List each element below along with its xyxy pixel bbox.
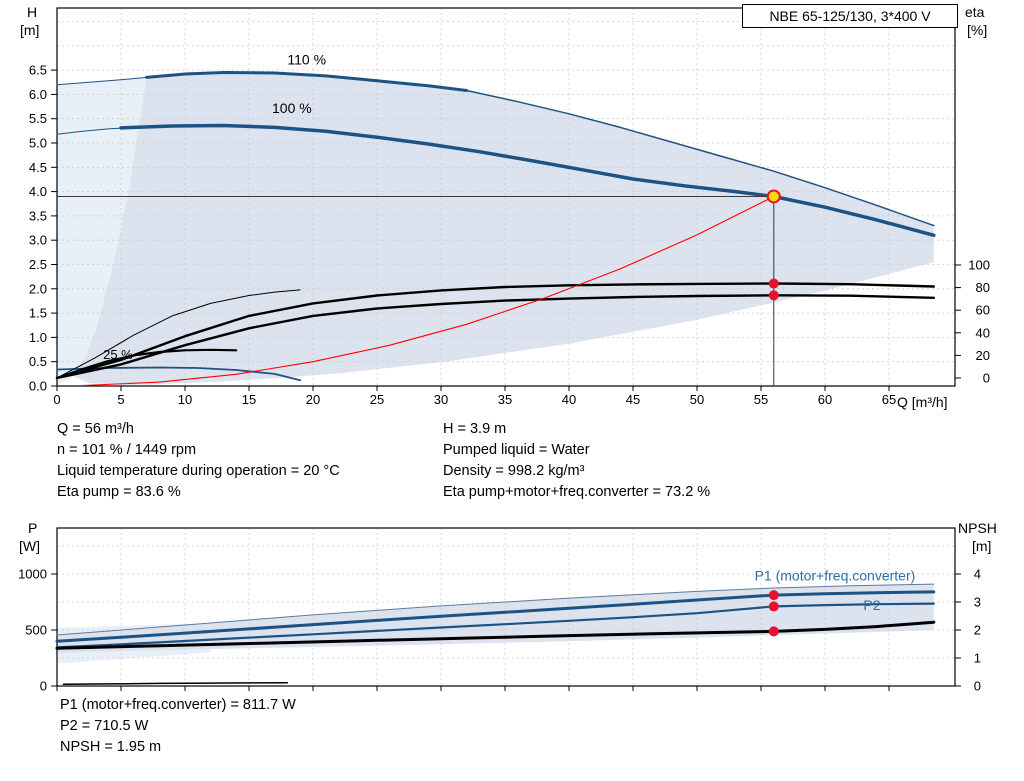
y-right-tick-label: 3 — [974, 595, 981, 610]
x-tick-label: 35 — [498, 392, 512, 407]
curve-label: 100 % — [272, 100, 312, 116]
eta-pump-curve — [55, 282, 935, 380]
readout-line: P2 = 710.5 W — [60, 718, 149, 734]
p2-curve — [55, 602, 935, 649]
qh-eta-chart: 0 5 10 15 20 25 30 35 40 45 50 55 60 65 0.0 0.5 1.0 1.5 2.… — [29, 7, 990, 407]
eta-pump-point — [768, 278, 779, 289]
y-right-tick-label: 60 — [976, 303, 990, 318]
plot-frame — [56, 527, 956, 687]
eta-curve-reduced-speed — [56, 289, 301, 379]
q-axis-label: Q [m³/h] — [897, 394, 948, 410]
p2-point — [768, 601, 779, 612]
readout-line: Liquid temperature during operation = 20… — [57, 463, 340, 479]
operating-region — [73, 72, 934, 385]
readout-line: Pumped liquid = Water — [443, 442, 590, 458]
readout-line: Q = 56 m³/h — [57, 421, 134, 437]
x-tick-label: 65 — [882, 392, 896, 407]
y-right-tick-label: 0 — [974, 679, 981, 694]
power-readout: P1 (motor+freq.converter) = 811.7 W P2 =… — [60, 695, 296, 758]
y-left-tick-label: 1.5 — [29, 306, 47, 321]
y-left-tick-label: 6.5 — [29, 63, 47, 78]
x-tick-label: 55 — [754, 392, 768, 407]
x-tick-label: 30 — [434, 392, 448, 407]
curve-label: 25 % — [103, 347, 133, 362]
y-left-tick-label: 2.5 — [29, 257, 47, 272]
y-right-tick-label: 40 — [976, 325, 990, 340]
npsh-curve — [55, 620, 936, 650]
readout-line: Eta pump = 83.6 % — [57, 484, 181, 500]
y-left-tick-label: 5.5 — [29, 111, 47, 126]
x-tick-label: 25 — [370, 392, 384, 407]
duty-readout-right: H = 3.9 m Pumped liquid = Water Density … — [443, 419, 710, 503]
power-npsh-chart: 0 500 1000 0 1 2 3 4 P1 (motor+freq.converter) P2 — [18, 527, 981, 694]
p1-curve — [55, 590, 936, 643]
x-tick-label: 0 — [53, 392, 60, 407]
npsh-point — [768, 626, 779, 637]
h-axis-label: H — [27, 4, 38, 20]
eta-total-point — [768, 290, 779, 301]
curve-100 — [119, 123, 936, 238]
x-tick-label: 15 — [242, 392, 256, 407]
y-left-tick-label: 2.0 — [29, 281, 47, 296]
y-left-tick-label: 1.0 — [29, 330, 47, 345]
y-left-tick-label: 0 — [40, 679, 47, 694]
y-left-tick-label: 0.5 — [29, 354, 47, 369]
operating-region-light — [57, 77, 147, 386]
eta-curve-25 — [55, 348, 238, 380]
y-right-tick-label: 0 — [983, 371, 990, 386]
curve-label: 110 % — [287, 51, 326, 67]
x-tick-label: 60 — [818, 392, 832, 407]
x-tick-label: 5 — [117, 392, 124, 407]
x-tick-label: 45 — [626, 392, 640, 407]
eta-total-curve — [55, 294, 935, 380]
readout-line: Eta pump+motor+freq.converter = 73.2 % — [443, 484, 711, 500]
curve-label: P2 — [863, 597, 880, 613]
y-left-tick-label: 5.0 — [29, 136, 47, 151]
p-axis-unit: [W] — [19, 538, 40, 554]
y-left-tick-label: 6.0 — [29, 87, 47, 102]
y-right-tick-label: 1 — [974, 651, 981, 666]
duty-point — [766, 189, 781, 204]
curve-label: P1 (motor+freq.converter) — [755, 568, 916, 584]
envelope-top-edge — [465, 89, 935, 227]
npsh-axis-label: NPSH — [958, 520, 997, 536]
y-right-tick-label: 20 — [976, 348, 990, 363]
x-tick-label: 10 — [178, 392, 192, 407]
y-right-tick-label: 100 — [968, 258, 990, 273]
npsh-axis-unit: [m] — [972, 538, 992, 554]
h-axis-unit: [m] — [20, 22, 40, 38]
readout-line: H = 3.9 m — [443, 421, 507, 437]
curve-110 — [145, 71, 469, 92]
readout-line: P1 (motor+freq.converter) = 811.7 W — [60, 697, 296, 713]
y-right-tick-label: 80 — [976, 280, 990, 295]
readout-line: n = 101 % / 1449 rpm — [57, 442, 197, 458]
readout-line: NPSH = 1.95 m — [60, 739, 162, 755]
y-left-tick-label: 500 — [25, 623, 47, 638]
y-right-tick-label: 4 — [974, 567, 981, 582]
pump-name-box: NBE 65-125/130, 3*400 V — [742, 4, 958, 28]
y-left-tick-label: 3.5 — [29, 208, 47, 223]
p1-point — [768, 590, 779, 601]
y-left-tick-label: 3.0 — [29, 233, 47, 248]
eta-axis-label: eta — [965, 4, 985, 20]
p-axis-label: P — [28, 520, 38, 536]
system-curve — [82, 195, 775, 387]
y-left-tick-label: 4.0 — [29, 184, 47, 199]
curve-110-lowflow — [56, 76, 148, 86]
x-tick-label: 20 — [306, 392, 320, 407]
x-tick-label: 50 — [690, 392, 704, 407]
eta-axis-unit: [%] — [967, 22, 988, 38]
y-left-tick-label: 1000 — [18, 567, 47, 582]
y-right-tick-label: 2 — [974, 623, 981, 638]
duty-readout-left: Q = 56 m³/h n = 101 % / 1449 rpm Liquid … — [57, 419, 340, 503]
y-left-tick-label: 4.5 — [29, 160, 47, 175]
p2-low-speed-curve — [62, 682, 289, 686]
readout-line: Density = 998.2 kg/m³ — [443, 463, 585, 479]
y-left-tick-label: 0.0 — [29, 379, 47, 394]
x-tick-label: 40 — [562, 392, 576, 407]
power-region-top-edge — [56, 583, 935, 636]
